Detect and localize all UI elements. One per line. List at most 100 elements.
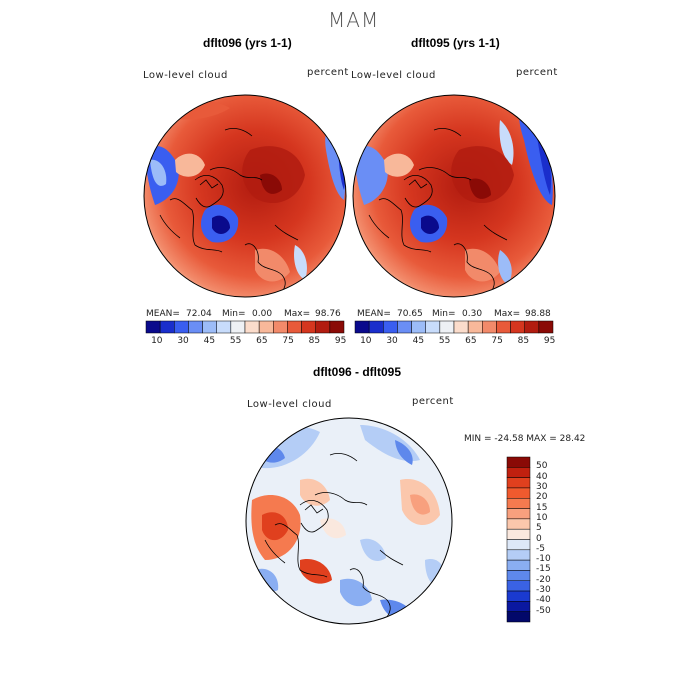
colorbar-tick-label: 30	[536, 481, 548, 492]
colorbar-swatch	[506, 498, 531, 509]
panel-2-mean-label: MEAN=	[357, 309, 391, 319]
panel-1-mean-value: 72.04	[186, 309, 212, 319]
colorbar-tick-label: 45	[412, 336, 425, 346]
panel-3-map-outline	[245, 417, 453, 625]
panel-1-max-value: 98.76	[315, 309, 341, 319]
colorbar-tick-label: -5	[536, 543, 545, 554]
colorbar-swatch	[506, 477, 531, 489]
panel-1-units-label: percent	[307, 67, 349, 78]
panel-1-min-value: 0.00	[252, 309, 273, 319]
colorbar-tick-label: 30	[386, 336, 398, 346]
colorbar-swatch	[174, 320, 189, 334]
colorbar-tick-label: 10	[536, 512, 548, 523]
colorbar-tick-label: 55	[229, 336, 242, 346]
panel-3-minmax-text: MIN = -24.58 MAX = 28.42	[464, 434, 586, 444]
panel-2-map-outline	[352, 94, 556, 298]
panel-2-map	[353, 95, 555, 297]
colorbar-tick-label: 0	[536, 533, 542, 544]
colorbar-swatch	[506, 528, 531, 540]
colorbar-tick-label: -10	[536, 554, 551, 565]
colorbar-swatch	[538, 320, 554, 334]
panel-2-variable-label: Low-level cloud	[351, 70, 436, 81]
colorbar-tick-label: 95	[334, 336, 347, 346]
colorbar-swatch	[496, 320, 511, 334]
colorbar-tick-label: 65	[256, 336, 268, 346]
panel-1-map	[144, 95, 346, 297]
colorbar-swatch	[258, 320, 274, 334]
colorbar-swatch	[368, 320, 384, 334]
colorbar-tick-label: 85	[517, 336, 530, 346]
colorbar-panel-1	[145, 320, 345, 334]
colorbar-tick-label: -30	[536, 585, 551, 596]
colorbar-swatch	[188, 320, 203, 334]
colorbar-swatch	[244, 320, 260, 334]
colorbar-swatch	[159, 320, 175, 334]
panel-3-map	[246, 418, 452, 624]
panel-1-map-outline	[143, 94, 347, 298]
colorbar-swatch	[506, 518, 531, 530]
colorbar-swatch	[467, 320, 483, 334]
panel-2-max-label: Max=	[494, 309, 521, 319]
colorbar-swatch	[506, 580, 531, 592]
colorbar-swatch	[301, 320, 316, 334]
colorbar-tick-label: 10	[151, 336, 163, 346]
colorbar-swatch	[506, 570, 531, 581]
colorbar-swatch	[506, 601, 531, 612]
panel-3-variable-label: Low-level cloud	[247, 399, 332, 410]
panel-1-min-label: Min=	[222, 309, 246, 319]
colorbar-swatch	[329, 320, 345, 334]
colorbar-swatch	[287, 320, 302, 334]
panel-2-units-label: percent	[516, 67, 558, 78]
panel-2-max-value: 98.88	[525, 309, 551, 319]
colorbar-swatch	[506, 559, 531, 571]
colorbar-swatch	[315, 320, 331, 334]
colorbar-swatch	[354, 320, 370, 334]
colorbar-tick-label: 75	[282, 336, 294, 346]
colorbar-swatch	[411, 320, 426, 334]
colorbar-panel-3	[506, 456, 531, 623]
colorbar-tick-label: -50	[536, 605, 551, 616]
panel-1-title: dflt096 (yrs 1-1)	[203, 36, 292, 50]
colorbar-swatch	[506, 456, 531, 468]
colorbar-tick-label: 65	[465, 336, 477, 346]
panel-3-title: dflt096 - dflt095	[313, 365, 402, 379]
colorbar-swatch	[383, 320, 398, 334]
colorbar-swatch	[506, 590, 531, 602]
colorbar-tick-label: -40	[536, 595, 551, 606]
colorbar-swatch	[230, 320, 246, 334]
colorbar-tick-label: 5	[536, 523, 542, 534]
colorbar-tick-label: 85	[308, 336, 321, 346]
colorbar-tick-label: -20	[536, 574, 551, 585]
figure-title: MAM	[328, 8, 380, 32]
colorbar-tick-label: 10	[360, 336, 372, 346]
panel-3-units-label: percent	[412, 396, 454, 407]
colorbar-swatch	[439, 320, 455, 334]
panel-1-max-label: Max=	[284, 309, 311, 319]
colorbar-swatch	[482, 320, 497, 334]
colorbar-tick-label: 50	[536, 461, 548, 472]
colorbar-tick-label: 55	[438, 336, 451, 346]
panel-2-min-label: Min=	[432, 309, 456, 319]
colorbar-swatch	[453, 320, 469, 334]
colorbar-swatch	[145, 320, 161, 334]
colorbar-swatch	[506, 539, 531, 551]
colorbar-swatch	[506, 487, 531, 499]
colorbar-tick-label: 20	[536, 492, 548, 503]
colorbar-tick-label: 15	[536, 502, 548, 513]
colorbar-swatch	[510, 320, 525, 334]
colorbar-tick-label: 95	[543, 336, 556, 346]
colorbar-tick-label: 40	[536, 471, 548, 482]
colorbar-panel-2	[354, 320, 554, 334]
colorbar-swatch	[397, 320, 412, 334]
colorbar-swatch	[506, 549, 531, 561]
panel-2-min-value: 0.30	[462, 309, 483, 319]
colorbar-swatch	[216, 320, 232, 334]
panel-2-mean-value: 70.65	[397, 309, 423, 319]
panel-2-title: dflt095 (yrs 1-1)	[411, 36, 500, 50]
colorbar-swatch	[524, 320, 540, 334]
colorbar-tick-label: -15	[536, 564, 551, 575]
colorbar-swatch	[506, 508, 531, 520]
colorbar-swatch	[506, 467, 531, 478]
